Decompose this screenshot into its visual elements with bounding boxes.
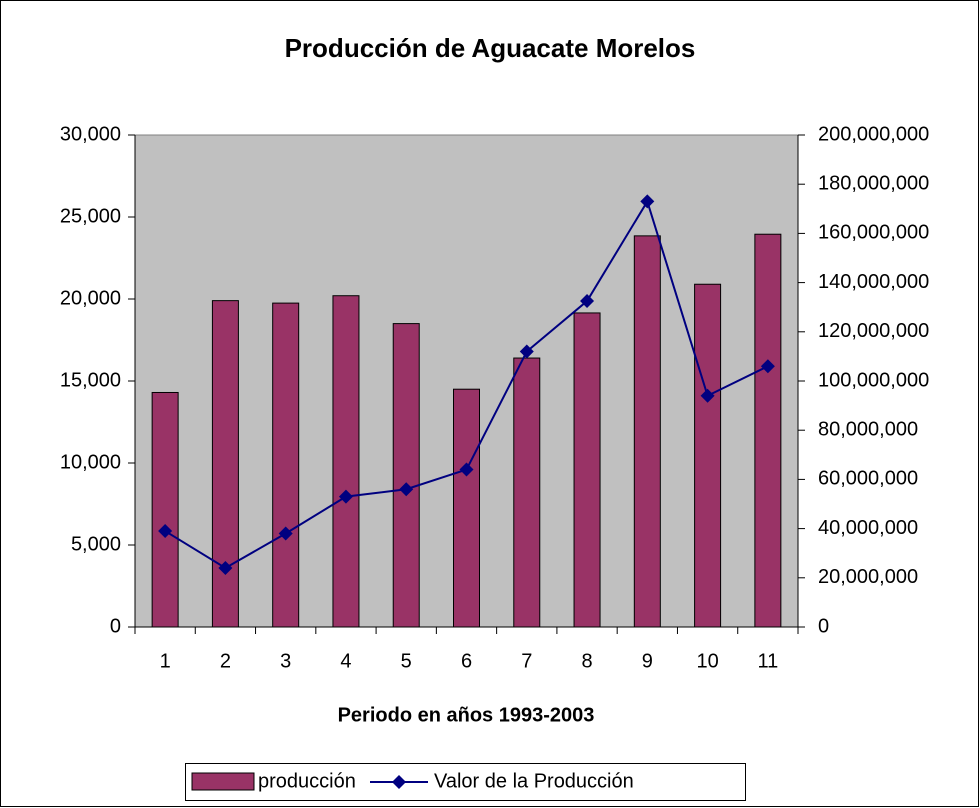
bar <box>332 295 360 628</box>
x-tick-label: 9 <box>642 650 653 672</box>
y2-tick-label: 120,000,000 <box>818 320 929 342</box>
x-tick-label: 2 <box>220 650 231 672</box>
bar <box>573 312 601 628</box>
chart-title: Producción de Aguacate Morelos <box>285 33 696 63</box>
y2-tick-label: 200,000,000 <box>818 123 929 145</box>
legend-label: producción <box>258 770 356 792</box>
line-marker <box>158 524 173 539</box>
line-marker <box>338 489 353 504</box>
x-tick-label: 11 <box>757 650 778 672</box>
line-marker <box>700 388 715 403</box>
y2-tick-label: 60,000,000 <box>818 468 918 490</box>
line-marker <box>399 482 414 497</box>
y-tick-label: 20,000 <box>60 287 121 309</box>
y-tick-label: 10,000 <box>60 451 121 473</box>
x-tick-label: 10 <box>696 650 718 672</box>
x-tick-label: 8 <box>581 650 592 672</box>
y-tick-label: 0 <box>110 615 121 637</box>
legend-swatch <box>191 772 255 791</box>
bar <box>754 233 782 628</box>
x-tick-label: 3 <box>280 650 291 672</box>
y-tick-label: 30,000 <box>60 123 121 145</box>
line-marker <box>640 194 655 209</box>
x-tick-label: 1 <box>160 650 171 672</box>
x-tick-label: 7 <box>521 650 532 672</box>
y2-tick-label: 140,000,000 <box>818 271 929 293</box>
line-marker <box>459 462 474 477</box>
y2-tick-label: 160,000,000 <box>818 222 929 244</box>
x-tick-label: 6 <box>461 650 472 672</box>
bar <box>513 357 541 628</box>
y2-tick-label: 80,000,000 <box>818 418 918 440</box>
line-marker <box>218 560 233 575</box>
y2-tick-label: 20,000,000 <box>818 566 918 588</box>
bar <box>211 300 239 628</box>
legend <box>185 763 746 801</box>
y-tick-label: 15,000 <box>60 369 121 391</box>
legend-marker <box>392 775 406 789</box>
y2-tick-label: 180,000,000 <box>818 172 929 194</box>
y2-tick-label: 100,000,000 <box>818 369 929 391</box>
y2-tick-label: 0 <box>818 615 829 637</box>
x-tick-label: 4 <box>340 650 351 672</box>
legend-label: Valor de la Producción <box>434 770 634 792</box>
x-axis-title: Periodo en años 1993-2003 <box>338 704 595 726</box>
line-marker <box>760 359 775 374</box>
y-tick-label: 25,000 <box>60 205 121 227</box>
line-marker <box>278 526 293 541</box>
line-marker <box>580 294 595 309</box>
bar <box>151 391 179 628</box>
bar <box>694 283 722 628</box>
x-tick-label: 5 <box>401 650 412 672</box>
bar <box>392 323 420 628</box>
bar <box>453 388 480 628</box>
bar <box>272 302 300 628</box>
y-tick-label: 5,000 <box>71 533 121 555</box>
plot-area <box>134 134 799 628</box>
y2-tick-label: 40,000,000 <box>818 517 918 539</box>
bar <box>633 235 661 628</box>
line-marker <box>519 344 534 359</box>
